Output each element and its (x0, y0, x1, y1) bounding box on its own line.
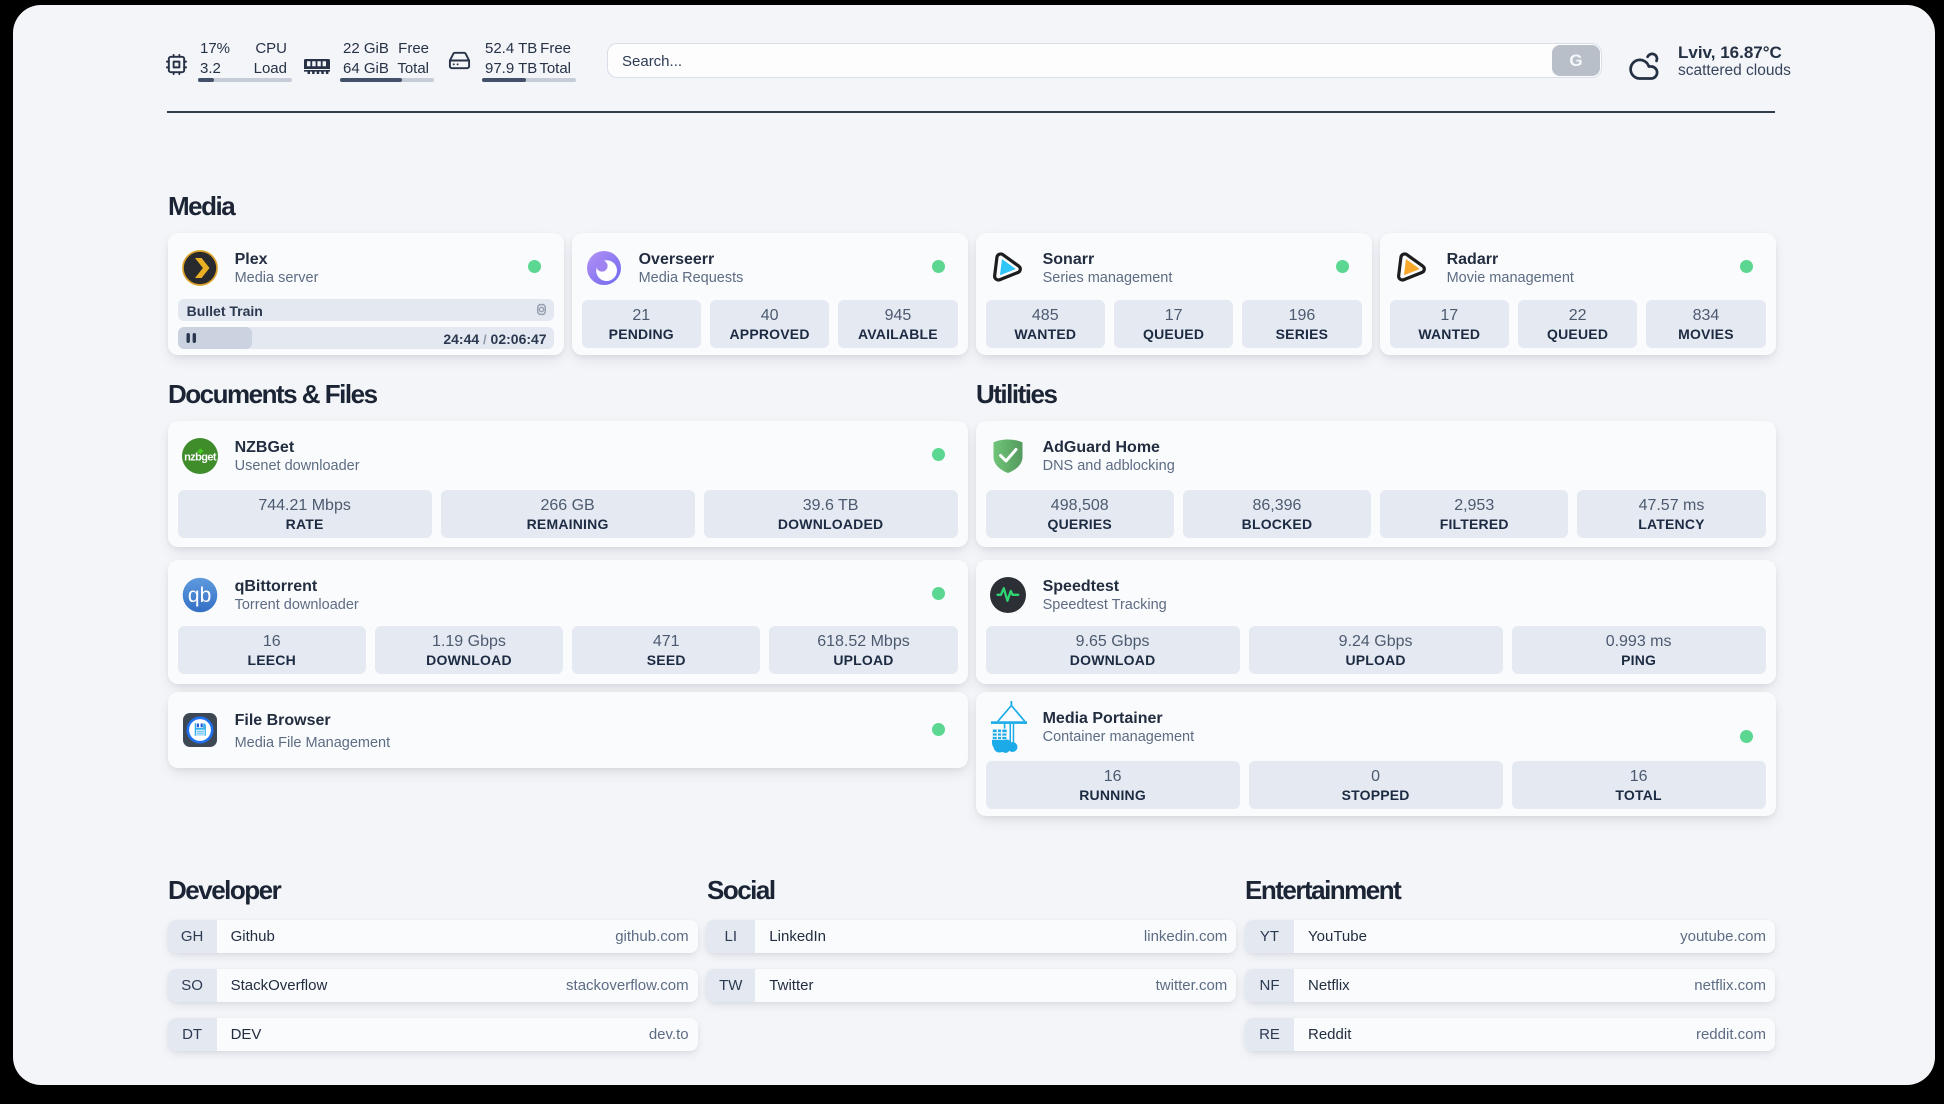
svg-text:qb: qb (188, 584, 211, 607)
svg-text:nzbget: nzbget (184, 452, 217, 464)
